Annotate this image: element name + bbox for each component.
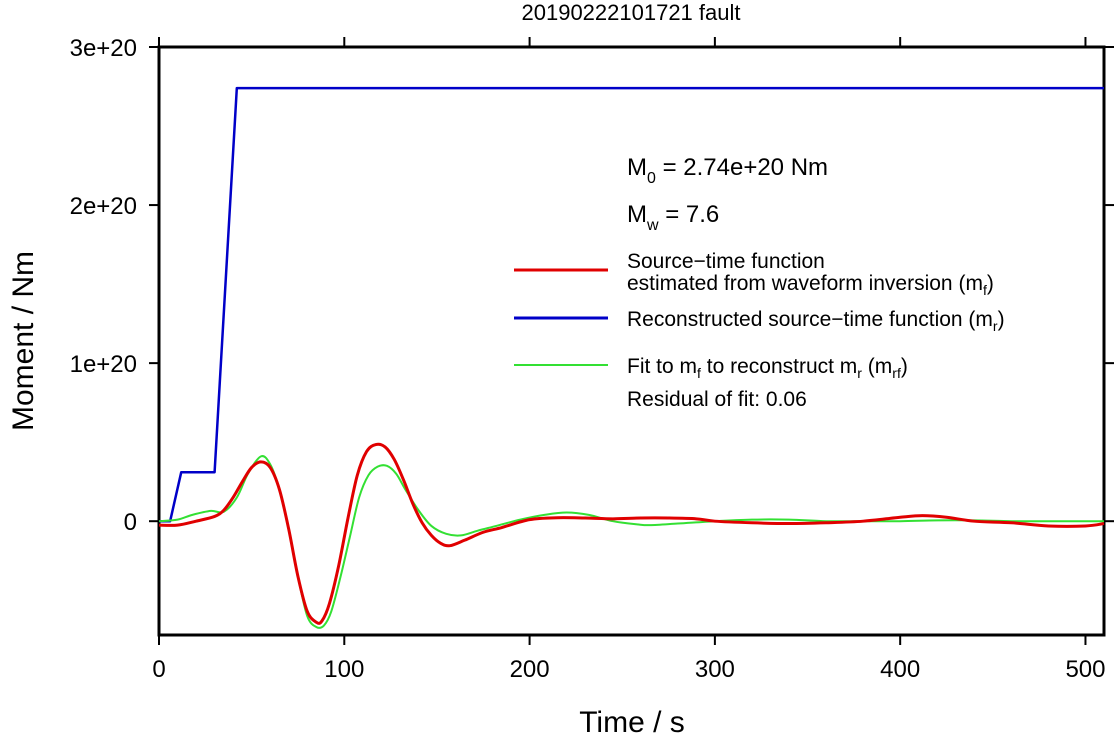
series-line-fit — [158, 455, 1104, 629]
fit-residual-text: Residual of fit: 0.06 — [627, 388, 807, 411]
x-axis-title: Time / s — [579, 706, 685, 736]
plot-frame — [157, 45, 1106, 637]
y-tick-label: 3e+20 — [70, 35, 137, 62]
series-line-estimated-stf — [158, 442, 1105, 625]
y-tick-label: 0 — [124, 509, 137, 536]
x-tick-label: 0 — [152, 656, 165, 683]
x-tick-label: 200 — [510, 656, 550, 683]
x-tick-label: 300 — [695, 656, 735, 683]
seismic-moment-annotation: M0 = 2.74e+20 Nm — [627, 154, 828, 187]
series-layer — [158, 86, 1105, 629]
legend-label-estimated-stf-line2: estimated from waveform inversion (mf) — [627, 272, 994, 298]
x-tick-label: 100 — [324, 656, 364, 683]
y-tick-label: 1e+20 — [70, 351, 137, 378]
x-tick-label: 400 — [880, 656, 920, 683]
legend: Source−time function estimated from wave… — [514, 250, 1005, 411]
legend-label-reconstructed-stf: Reconstructed source−time function (mr) — [627, 308, 1005, 334]
chart-title: 20190222101721 fault — [522, 0, 741, 25]
legend-label-estimated-stf-line1: Source−time function — [627, 250, 825, 273]
y-axis-title: Moment / Nm — [7, 251, 40, 431]
moment-magnitude-annotation: Mw = 7.6 — [627, 201, 719, 234]
y-tick-label: 2e+20 — [70, 193, 137, 220]
legend-label-fit: Fit to mf to reconstruct mr (mrf) — [627, 355, 908, 381]
axis-ticks: 0 100 200 300 400 500 0 1e+20 2e+20 3e+20 — [70, 35, 1114, 683]
x-tick-label: 500 — [1065, 656, 1105, 683]
